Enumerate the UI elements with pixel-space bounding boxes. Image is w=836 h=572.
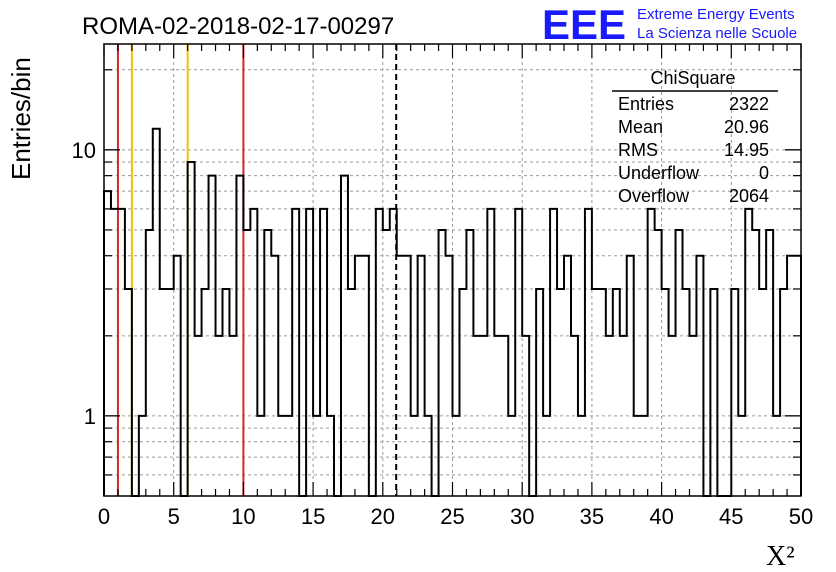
histogram — [103, 127, 802, 497]
logo-line1: Extreme Energy Events — [637, 6, 795, 23]
histogram-bin — [174, 256, 181, 496]
histogram-bin — [146, 230, 153, 496]
histogram-bin — [662, 289, 669, 496]
histogram-bin — [466, 230, 473, 496]
histogram-bin — [683, 289, 690, 496]
histogram-outline — [103, 127, 802, 497]
histogram-bin — [731, 289, 738, 496]
histogram-bin — [710, 289, 717, 496]
x-tick-label: 40 — [649, 504, 673, 529]
histogram-bin — [648, 209, 655, 496]
histogram-bin — [118, 209, 125, 496]
histogram-bin — [418, 256, 425, 496]
stats-label-rms: RMS — [618, 140, 658, 160]
histogram-bin — [676, 230, 683, 496]
eee-logo: EEE Extreme Energy Events La Scienza nel… — [542, 1, 797, 48]
histogram-bin — [752, 230, 759, 496]
stats-box-title: ChiSquare — [650, 68, 735, 88]
histogram-bin — [557, 289, 564, 496]
histogram-bin — [153, 129, 160, 496]
histogram-bin — [167, 289, 174, 496]
stats-value-mean: 20.96 — [724, 117, 769, 137]
histogram-bin — [222, 289, 229, 496]
histogram-bin — [780, 289, 787, 496]
y-axis-label: Entries/bin — [6, 57, 36, 180]
logo-mark: EEE — [542, 1, 626, 48]
stats-box: ChiSquare Entries 2322 Mean 20.96 RMS 14… — [612, 68, 778, 206]
logo-line2: La Scienza nelle Scuole — [637, 25, 797, 42]
histogram-bin — [446, 256, 453, 496]
histogram-bin — [745, 209, 752, 496]
x-tick-label: 45 — [719, 504, 743, 529]
histogram-bin — [487, 209, 494, 496]
x-tick-label: 30 — [510, 504, 534, 529]
histogram-bin — [250, 209, 257, 496]
histogram-bin — [536, 289, 543, 496]
histogram-bin — [585, 209, 592, 496]
histogram-bin — [550, 209, 557, 496]
histogram-bin — [125, 289, 132, 496]
y-tick-label: 10 — [72, 138, 96, 163]
x-tick-label: 35 — [580, 504, 604, 529]
axes: 0 5 10 15 20 25 30 35 40 45 50 1 10 — [72, 43, 813, 529]
x-axis-label: X² — [766, 541, 795, 572]
stats-label-overflow: Overflow — [618, 186, 690, 206]
histogram-bin — [439, 230, 446, 496]
histogram-bin — [627, 256, 634, 496]
x-tick-label: 50 — [789, 504, 813, 529]
histogram-bin — [404, 256, 411, 496]
histogram-bin — [787, 256, 794, 496]
histogram-bin — [111, 209, 118, 496]
histogram-bin — [271, 256, 278, 496]
histogram-bin — [564, 256, 571, 496]
x-tick-label: 10 — [231, 504, 255, 529]
histogram-bin — [264, 230, 271, 496]
stats-value-entries: 2322 — [729, 94, 769, 114]
histogram-bin — [613, 289, 620, 496]
histogram-bin — [459, 289, 466, 496]
histogram-bin — [592, 289, 599, 496]
histogram-bin — [759, 289, 766, 496]
histogram-bin — [376, 209, 383, 496]
histogram-bin — [383, 230, 390, 496]
histogram-bin — [397, 256, 404, 496]
histogram-bin — [362, 256, 369, 496]
stats-value-rms: 14.95 — [724, 140, 769, 160]
stats-value-underflow: 0 — [759, 163, 769, 183]
histogram-bin — [599, 289, 606, 496]
histogram-bin — [696, 256, 703, 496]
y-tick-label: 1 — [84, 404, 96, 429]
histogram-bin — [515, 209, 522, 496]
histogram-bin — [355, 256, 362, 496]
histogram-bin — [243, 230, 250, 496]
histogram-bin — [794, 256, 801, 496]
chart-title: ROMA-02-2018-02-17-00297 — [82, 13, 394, 40]
histogram-bin — [160, 289, 167, 496]
stats-label-entries: Entries — [618, 94, 674, 114]
stats-label-mean: Mean — [618, 117, 663, 137]
stats-value-overflow: 2064 — [729, 186, 769, 206]
stats-label-underflow: Underflow — [618, 163, 700, 183]
x-tick-label: 5 — [168, 504, 180, 529]
x-tick-label: 15 — [301, 504, 325, 529]
histogram-bin — [188, 162, 195, 496]
histogram-bin — [390, 209, 397, 496]
histogram-bin — [655, 230, 662, 496]
histogram-bin — [766, 230, 773, 496]
x-tick-label: 25 — [440, 504, 464, 529]
histogram-bin — [202, 289, 209, 496]
histogram-bin — [292, 209, 299, 496]
histogram-bin — [104, 191, 111, 496]
x-tick-label: 0 — [98, 504, 110, 529]
x-tick-label: 20 — [371, 504, 395, 529]
histogram-bin — [306, 209, 313, 496]
histogram-bin — [320, 209, 327, 496]
histogram-bin — [348, 289, 355, 496]
